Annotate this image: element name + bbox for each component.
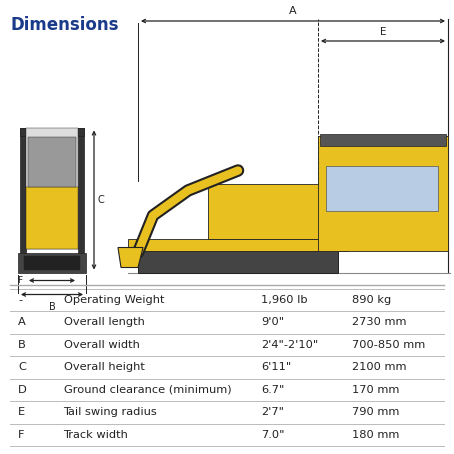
Text: 2100 mm: 2100 mm [352,362,406,372]
Text: 890 kg: 890 kg [352,295,391,305]
Text: Track width: Track width [64,430,128,440]
Text: Operating Weight: Operating Weight [64,295,164,305]
Text: A: A [289,6,297,16]
Text: C: C [18,362,26,372]
Text: B: B [49,301,55,311]
Text: B: B [18,340,26,350]
Bar [20,128,26,252]
Text: Overall height: Overall height [64,362,144,372]
Text: C: C [97,195,104,205]
Text: 1,960 lb: 1,960 lb [261,295,308,305]
Text: D: D [18,385,27,395]
Bar [18,252,86,272]
Bar [138,251,338,272]
Bar [318,135,448,251]
Bar [320,133,446,145]
Text: 180 mm: 180 mm [352,430,399,440]
Bar [78,128,84,252]
Text: 790 mm: 790 mm [352,407,399,417]
Text: Dimensions: Dimensions [10,16,118,34]
Bar [20,128,84,135]
Text: 700-850 mm: 700-850 mm [352,340,425,350]
Text: 2'7": 2'7" [261,407,284,417]
Text: F: F [18,430,25,440]
Bar [28,137,76,187]
Text: 170 mm: 170 mm [352,385,399,395]
Bar [24,256,80,270]
Text: E: E [18,407,25,417]
Text: 6'11": 6'11" [261,362,291,372]
Text: 6.7": 6.7" [261,385,284,395]
Bar [128,238,348,251]
Text: 9'0": 9'0" [261,317,284,327]
Polygon shape [118,247,143,267]
Text: E: E [380,27,386,37]
Text: -: - [18,295,22,305]
Bar [26,187,78,248]
Bar [208,183,338,238]
Text: Tail swing radius: Tail swing radius [64,407,157,417]
Text: 2730 mm: 2730 mm [352,317,406,327]
Bar [26,128,78,248]
Text: A: A [18,317,26,327]
Text: Ground clearance (minimum): Ground clearance (minimum) [64,385,231,395]
Text: Overall width: Overall width [64,340,139,350]
Text: 2'4"-2'10": 2'4"-2'10" [261,340,318,350]
Text: Overall length: Overall length [64,317,144,327]
Text: F: F [17,276,22,285]
Bar [326,166,438,211]
Text: 7.0": 7.0" [261,430,285,440]
